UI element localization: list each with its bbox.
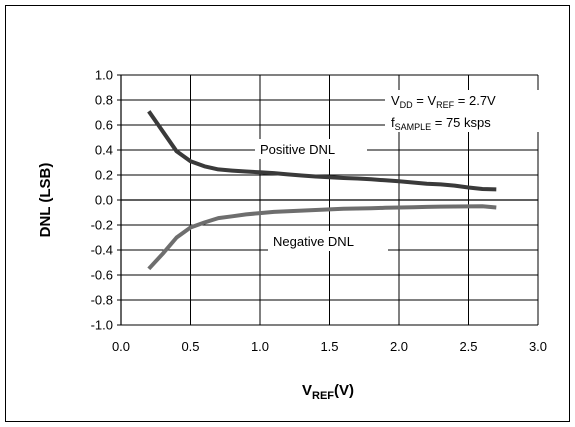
- series-lines: [147, 110, 497, 271]
- x-tick-label: 0.5: [181, 339, 199, 354]
- series-line-negative-dnl: [147, 204, 497, 271]
- y-tick-label: -0.2: [91, 218, 113, 233]
- x-tick-label: 3.0: [529, 339, 547, 354]
- annotation-line-2: fSAMPLE = 75 ksps: [391, 115, 491, 132]
- y-axis-title: DNL (LSB): [37, 163, 54, 238]
- y-tick-label: -0.4: [91, 243, 113, 258]
- x-tick-label: 2.0: [390, 339, 408, 354]
- y-tick-label: 0.0: [95, 193, 113, 208]
- tick-labels: 1.0 0.8 0.6 0.4 0.2 0.0 -0.2 -0.4 -0.6 -0.8 -1.0 0.…: [91, 68, 547, 355]
- series-label-negative: Negative DNL: [273, 234, 354, 249]
- series-label-positive: Positive DNL: [260, 142, 335, 157]
- y-tick-label: 0.6: [95, 118, 113, 133]
- y-tick-label: -1.0: [91, 318, 113, 333]
- y-tick-label: -0.8: [91, 293, 113, 308]
- x-tick-label: 2.5: [459, 339, 477, 354]
- y-tick-label: 0.8: [95, 93, 113, 108]
- x-tick-label: 1.5: [320, 339, 338, 354]
- y-tick-label: -0.6: [91, 268, 113, 283]
- x-axis-title: VREF(V): [302, 382, 354, 402]
- y-tick-label: 0.2: [95, 168, 113, 183]
- negative-dnl-label-bg: [268, 231, 388, 251]
- y-tick-label: 1.0: [95, 68, 113, 83]
- annotation-bg: [385, 90, 540, 132]
- x-tick-label: 1.0: [251, 339, 269, 354]
- positive-dnl-label-bg: [255, 139, 367, 159]
- axes: [117, 74, 539, 326]
- y-tick-label: 0.4: [95, 143, 113, 158]
- x-tick-label: 0.0: [112, 339, 130, 354]
- series-line-positive-dnl: [147, 110, 497, 192]
- annotation-line-1: VDD = VREF = 2.7V: [391, 93, 496, 110]
